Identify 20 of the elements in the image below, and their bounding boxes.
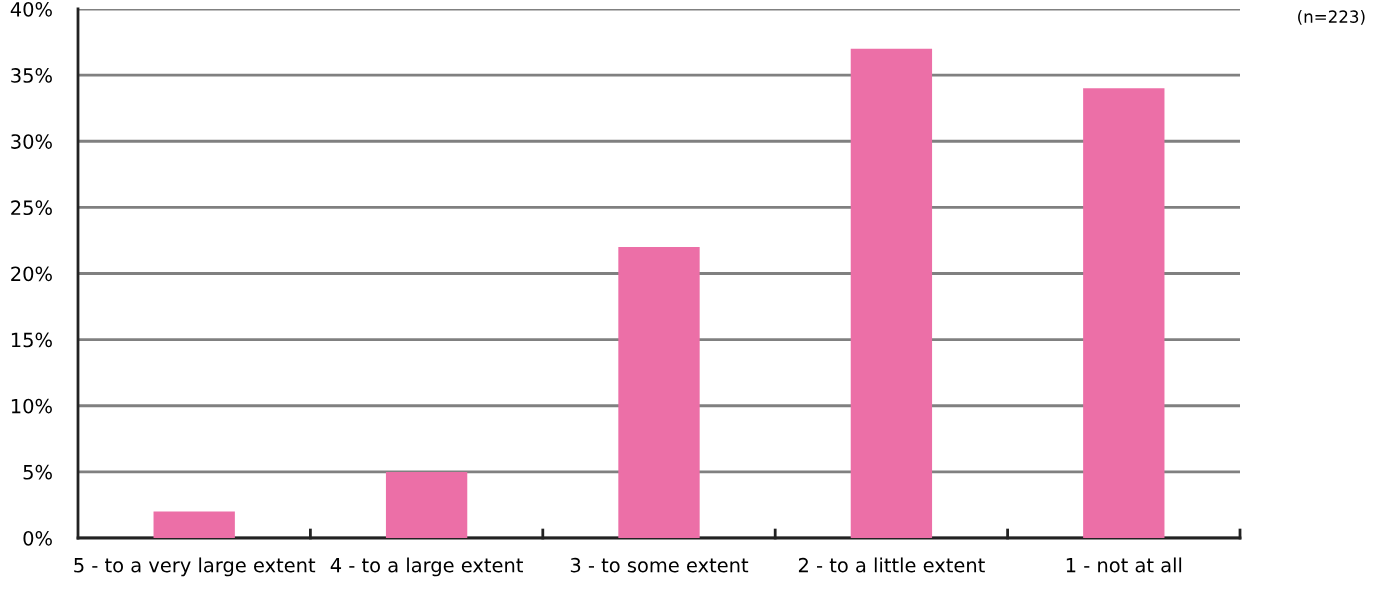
y-tick-label: 15% [11, 332, 52, 348]
y-tick-label: 20% [11, 266, 52, 282]
x-tick-label: 5 - to a very large extent [74, 557, 316, 577]
text: (n=223) [1298, 10, 1365, 25]
y-tick-label: 40% [10, 1, 52, 17]
x-tick-label: 2 - to a little extent [798, 557, 985, 573]
bar [385, 471, 468, 538]
y-tick-label: 30% [11, 134, 52, 149]
x-tick-label: 3 - to some extent [570, 557, 749, 573]
bar [153, 511, 235, 538]
x-tick-label: 4 - to a large extent [330, 557, 523, 577]
x-tick-label: 1 - not at all [1066, 557, 1182, 573]
y-tick-label: 25% [11, 200, 52, 216]
y-tick-label: 10% [11, 398, 52, 414]
y-tick-label: 35% [11, 68, 52, 83]
bar [850, 48, 933, 538]
y-tick-label: 0% [23, 530, 52, 546]
bar [618, 247, 700, 538]
bar [1083, 88, 1165, 538]
y-tick-label: 5% [23, 464, 52, 480]
